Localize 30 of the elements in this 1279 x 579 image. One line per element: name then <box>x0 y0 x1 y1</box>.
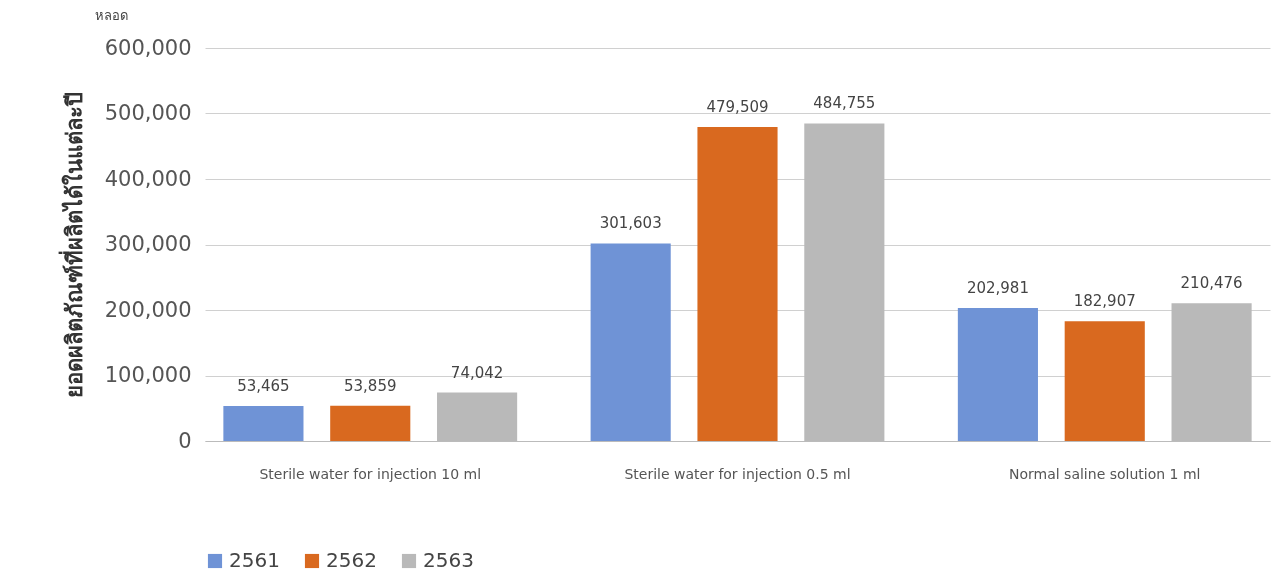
y-tick-label: 0 <box>178 428 192 453</box>
data-label: 479,509 <box>706 97 769 116</box>
data-label: 301,603 <box>599 214 662 233</box>
bar <box>1064 321 1145 441</box>
x-tick-label: Normal saline solution 1 ml <box>1009 465 1201 482</box>
legend-label: 2563 <box>423 548 474 572</box>
data-label: 210,476 <box>1180 274 1243 293</box>
data-label: 53,465 <box>237 376 290 395</box>
y-tick-label: 200,000 <box>104 297 192 322</box>
y-tick-label: 400,000 <box>104 166 192 191</box>
bar <box>330 405 411 441</box>
y-tick-label: 100,000 <box>104 363 192 387</box>
data-label: 53,859 <box>344 376 397 395</box>
bar <box>957 308 1038 441</box>
data-label: 484,755 <box>813 94 876 113</box>
data-label: 182,907 <box>1073 292 1136 311</box>
bar <box>697 126 778 441</box>
bar <box>223 405 304 441</box>
data-label: 74,042 <box>450 363 504 382</box>
text: หลอด <box>95 8 128 23</box>
bar <box>590 243 671 441</box>
data-label: 202,981 <box>966 279 1029 298</box>
legend-label: 2562 <box>326 548 377 572</box>
y-tick-label: 300,000 <box>104 232 192 256</box>
legend-label: 2561 <box>229 548 280 572</box>
y-tick-label: 600,000 <box>104 35 192 60</box>
x-tick-label: Sterile water for injection 10 ml <box>259 465 482 482</box>
x-tick-label: Sterile water for injection 0.5 ml <box>624 465 851 482</box>
y-tick-label: 500,000 <box>104 101 192 125</box>
y-axis-title: ยอดผลิตภัณฑ์ที่ผลิตได้ในแต่ละปี <box>57 92 87 398</box>
